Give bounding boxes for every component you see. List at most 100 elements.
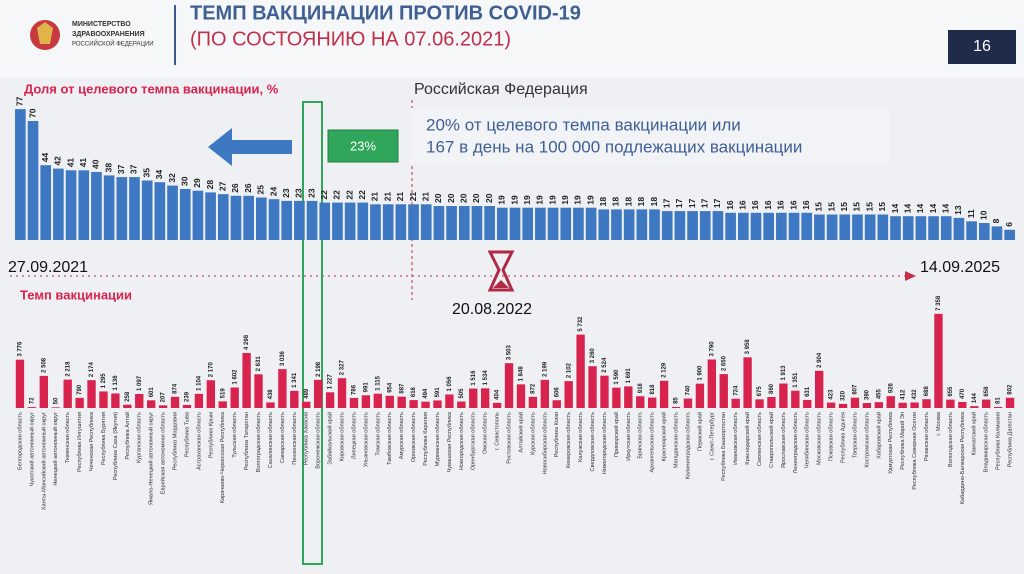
- value-label: 70: [27, 108, 37, 118]
- value-label: 19: [509, 195, 519, 205]
- bar: [141, 180, 153, 240]
- x-tick-label: Рязанская область: [924, 412, 930, 461]
- value-label: 20: [484, 193, 494, 203]
- bar: [864, 214, 876, 240]
- bar: [588, 366, 597, 408]
- value-label: 18: [623, 197, 633, 207]
- x-tick-label: Ярославская область: [781, 412, 787, 468]
- value-label: 19: [560, 195, 570, 205]
- value-label: 17: [687, 198, 697, 208]
- value-label: 258: [125, 391, 131, 402]
- bar: [731, 398, 740, 408]
- value-label: 35: [141, 168, 151, 178]
- bar: [65, 170, 77, 240]
- value-label: 16: [725, 200, 735, 210]
- value-label: 991: [363, 382, 369, 393]
- value-label: 17: [661, 198, 671, 208]
- x-tick-label: Республика Северная Осетия: [912, 412, 918, 490]
- bar: [457, 401, 466, 408]
- x-tick-label: Республика Алтай: [124, 412, 131, 460]
- x-tick-label: Челябинская область: [805, 412, 811, 468]
- value-label: 1 227: [328, 374, 334, 390]
- bar: [509, 207, 521, 240]
- x-tick-label: Краснодарский край: [744, 412, 751, 465]
- value-label: 15: [864, 202, 874, 212]
- bar: [687, 211, 698, 240]
- bar: [158, 405, 168, 408]
- x-tick-label: Республика Татарстан: [244, 412, 250, 470]
- bar: [361, 395, 371, 408]
- value-label: 1 602: [232, 369, 238, 385]
- bar: [898, 402, 907, 408]
- value-label: 81: [996, 397, 1002, 404]
- value-label: 18: [636, 197, 646, 207]
- value-label: 655: [948, 386, 954, 397]
- bar: [826, 402, 836, 408]
- value-label: 15: [877, 202, 887, 212]
- x-tick-label: Сахалинская область: [268, 412, 274, 468]
- value-label: 2 327: [340, 360, 346, 376]
- bar: [433, 400, 442, 408]
- bar: [707, 359, 716, 408]
- x-tick-label: Ханты-Мансийский автономный округ: [40, 412, 47, 510]
- value-label: 807: [853, 384, 859, 395]
- bar: [15, 109, 26, 240]
- value-label: 802: [1008, 384, 1014, 395]
- value-label: 10: [979, 210, 989, 220]
- x-tick-label: Иркутская область: [626, 412, 632, 461]
- bar: [385, 395, 394, 408]
- bar: [53, 168, 64, 240]
- value-label: 72: [29, 397, 35, 404]
- bar: [167, 185, 178, 240]
- value-label: 16: [776, 200, 786, 210]
- x-tick-label: Ямало-Ненецкий автономный округ: [148, 412, 155, 505]
- bar: [674, 211, 686, 240]
- bar: [194, 393, 204, 408]
- bar: [218, 401, 227, 408]
- bar: [332, 202, 343, 240]
- bar: [624, 386, 633, 408]
- x-tick-label: Белгородская область: [17, 412, 23, 470]
- value-label: 494: [423, 388, 429, 399]
- bar: [15, 359, 25, 408]
- bar: [469, 388, 478, 408]
- value-label: 77: [15, 96, 25, 106]
- bar: [755, 399, 764, 408]
- org-name: ЗДРАВООХРАНЕНИЯ: [72, 31, 145, 38]
- value-label: 37: [116, 164, 126, 174]
- x-tick-label: Ставропольский край: [768, 412, 775, 468]
- x-tick-label: Республика Карелия: [423, 412, 429, 466]
- x-tick-label: Новгородская область: [459, 412, 465, 470]
- bar: [725, 212, 736, 240]
- x-tick-label: Омская область: [483, 412, 489, 454]
- bar: [648, 397, 657, 408]
- bar: [1005, 397, 1015, 408]
- value-label: 15: [852, 202, 862, 212]
- org-name: РОССИЙСКОЙ ФЕДЕРАЦИИ: [72, 40, 154, 48]
- value-label: 25: [256, 185, 266, 195]
- bar: [803, 399, 812, 408]
- value-label: 2 650: [721, 355, 727, 371]
- bar: [598, 209, 610, 240]
- value-label: 13: [953, 205, 963, 215]
- bar: [940, 216, 952, 240]
- value-label: 1 900: [697, 365, 703, 381]
- x-tick-label: Красноярский край: [661, 412, 668, 461]
- bar: [87, 380, 96, 408]
- value-label: 8: [991, 218, 1001, 223]
- bar: [290, 390, 299, 408]
- bar: [63, 379, 72, 408]
- value-label: 2 218: [65, 361, 71, 377]
- value-label: 489: [304, 388, 310, 399]
- value-label: 591: [435, 387, 441, 398]
- x-tick-label: Курганская область: [137, 412, 143, 463]
- value-label: 2 102: [566, 362, 572, 378]
- x-tick-label: Республика Башкортостан: [721, 412, 727, 481]
- value-label: 16: [801, 200, 811, 210]
- bar: [504, 363, 514, 408]
- x-tick-label: Республика Дагестан: [1008, 412, 1014, 467]
- bar: [788, 212, 800, 240]
- value-label: 688: [924, 386, 930, 397]
- value-label: 14: [915, 203, 925, 213]
